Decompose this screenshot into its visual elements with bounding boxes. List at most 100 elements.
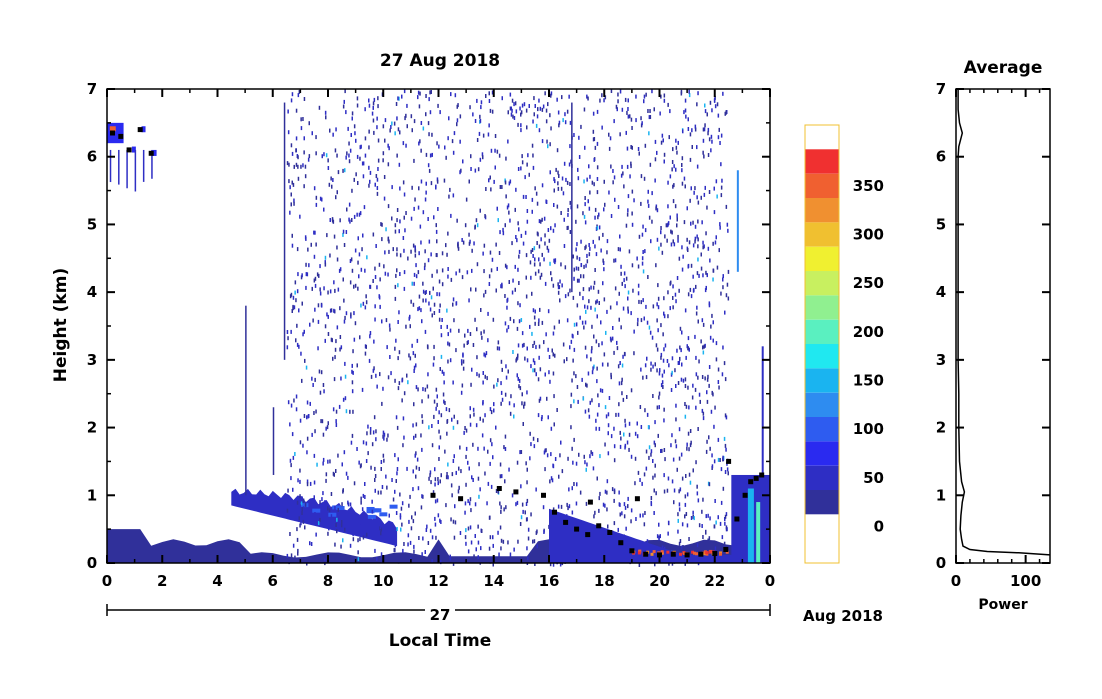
cloud-base-mark (759, 472, 765, 478)
cloud-base-mark (552, 509, 557, 515)
colorbar-swatch (805, 295, 839, 320)
main-chart-title: 27 Aug 2018 (380, 51, 500, 71)
x-tick-label: 0 (765, 572, 775, 590)
x-tick-label: 6 (268, 572, 278, 590)
x-tick-label: 2 (157, 572, 167, 590)
colorbar-tick-label: 50 (863, 469, 884, 487)
cloud-base-mark (643, 551, 649, 557)
avg-y-tick-label: 7 (936, 80, 946, 98)
cloud-base-mark (585, 532, 591, 538)
colorbar-tick-label: 0 (874, 518, 884, 536)
cloud-base-mark (684, 552, 690, 558)
avg-y-tick-label: 3 (936, 351, 946, 369)
x-tick-label: 18 (594, 572, 615, 590)
x-tick-label: 4 (212, 572, 222, 590)
day-label: 27 (430, 606, 451, 624)
cloud-base-mark (723, 547, 729, 552)
avg-y-tick-label: 2 (936, 419, 946, 437)
colorbar-swatch (805, 490, 839, 515)
cloud-base-mark (513, 489, 519, 495)
heatmap-region (731, 170, 770, 563)
y-tick-label: 7 (87, 80, 97, 98)
cloud-base-mark (587, 499, 593, 505)
x-tick-label: 10 (373, 572, 394, 590)
heatmap-region (231, 488, 398, 547)
average-panel-title: Average (964, 58, 1043, 78)
colorbar-tick-label: 350 (853, 177, 884, 195)
colorbar-swatch (805, 465, 839, 490)
cloud-base-mark (629, 548, 635, 554)
colorbar-tick-label: 100 (853, 420, 884, 438)
date-label: Aug 2018 (803, 607, 883, 625)
colorbar-swatch (805, 392, 839, 417)
y-axis-label: Height (km) (51, 268, 71, 382)
cloud-base-mark (126, 147, 132, 153)
colorbar-swatch (805, 198, 839, 223)
cloud-base-mark (496, 486, 502, 491)
colorbar-tick-label: 250 (853, 274, 884, 292)
colorbar-swatch (805, 222, 839, 247)
colorbar-swatch (805, 368, 839, 393)
average-plot-frame (955, 88, 1051, 564)
colorbar-swatch (805, 271, 839, 296)
y-tick-label: 5 (87, 215, 97, 233)
day-bar (106, 604, 771, 616)
y-tick-label: 4 (87, 283, 97, 301)
cloud-base-mark (618, 540, 624, 546)
avg-y-tick-label: 5 (936, 215, 946, 233)
cloud-base-mark (137, 127, 143, 133)
avg-y-tick-label: 6 (936, 148, 946, 166)
y-tick-label: 0 (87, 554, 97, 572)
cloud-base-mark (634, 496, 640, 502)
cloud-base-marks (110, 127, 765, 558)
cloud-base-mark (430, 492, 436, 498)
cloud-base-mark (670, 551, 676, 557)
colorbar: 0 50 100 150 200 250 300 350 (804, 124, 884, 564)
heatmap-region (245, 102, 573, 496)
cloud-base-mark (607, 530, 613, 535)
cloud-base-mark (596, 523, 602, 529)
x-tick-label: 20 (649, 572, 670, 590)
colorbar-swatch (805, 344, 839, 369)
colorbar-tick-label: 300 (853, 226, 884, 244)
avg-y-tick-label: 1 (936, 486, 946, 504)
colorbar-swatch (805, 319, 839, 344)
colorbar-swatch (805, 538, 839, 563)
cloud-base-mark (753, 475, 759, 481)
cloud-base-mark (563, 519, 569, 525)
y-tick-label: 1 (87, 486, 97, 504)
average-axis-ticks: 0 1 2 3 4 5 6 7 0 100 (936, 80, 1050, 590)
x-tick-label: 8 (323, 572, 333, 590)
average-power-line (957, 89, 1051, 556)
cloud-base-mark (726, 458, 732, 464)
colorbar-swatch (805, 173, 839, 198)
avg-x-tick-label: 100 (1010, 572, 1041, 590)
colorbar-swatch (805, 441, 839, 466)
main-plot-frame (106, 88, 771, 564)
cloud-base-mark (748, 479, 754, 485)
heatmap-plot-area (107, 89, 770, 567)
y-tick-label: 6 (87, 148, 97, 166)
heatmap-region (286, 89, 730, 567)
cloud-base-mark (110, 130, 115, 136)
cloud-base-mark (712, 551, 718, 556)
colorbar-swatch (805, 149, 839, 174)
x-axis-label: Local Time (389, 631, 491, 651)
colorbar-tick-label: 200 (853, 323, 884, 341)
cloud-base-mark (734, 516, 740, 522)
cloud-base-mark (458, 496, 464, 502)
colorbar-frame (804, 124, 840, 564)
cloud-base-mark (541, 492, 546, 498)
colorbar-swatch (805, 246, 839, 271)
power-axis-label: Power (978, 597, 1027, 613)
cloud-base-mark (742, 492, 748, 498)
avg-x-tick-label: 0 (951, 572, 961, 590)
colorbar-swatch (805, 417, 839, 442)
cloud-base-mark (698, 551, 704, 557)
cloud-base-mark (148, 150, 154, 156)
avg-y-tick-label: 0 (936, 554, 946, 572)
cloud-base-mark (657, 552, 662, 558)
avg-y-tick-label: 4 (936, 283, 946, 301)
